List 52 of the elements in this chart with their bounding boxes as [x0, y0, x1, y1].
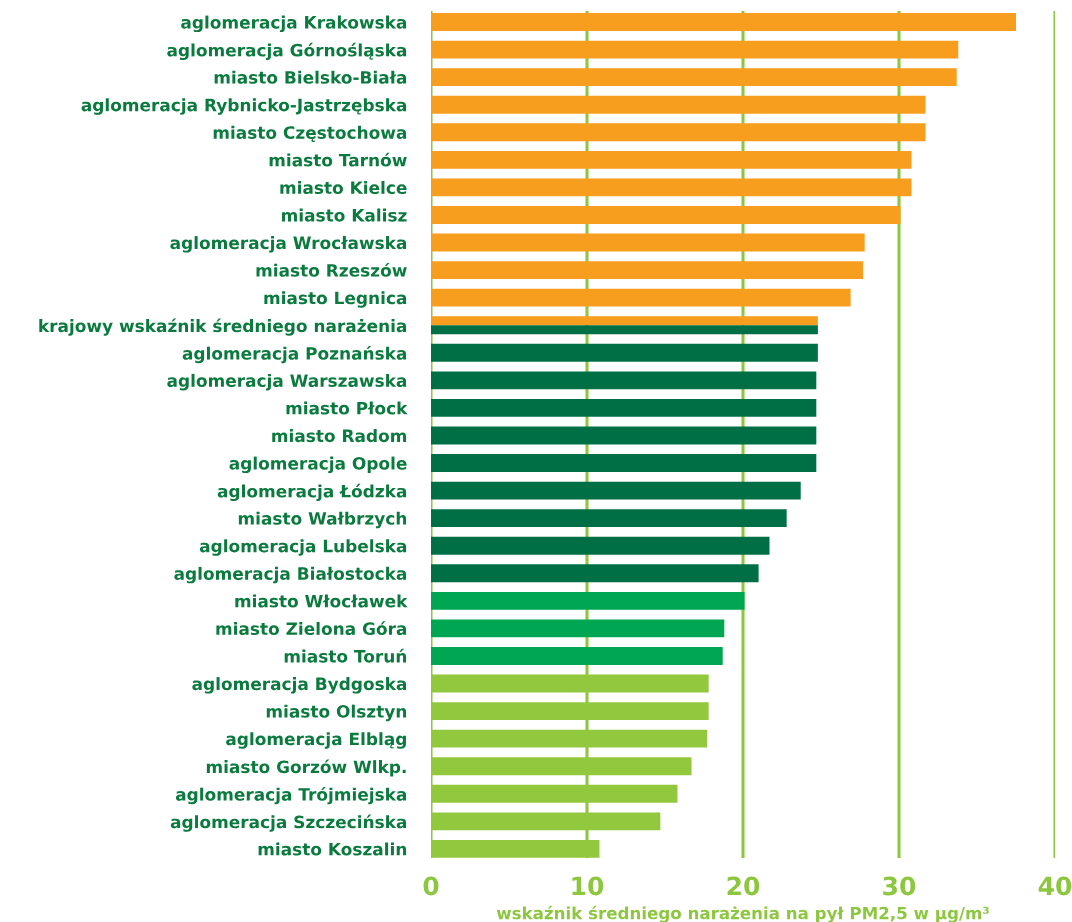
y-tick-label: krajowy wskaźnik średniego narażenia	[39, 318, 407, 336]
x-tick-label: 40	[1038, 876, 1072, 896]
y-tick-label: aglomeracja Wrocławska	[170, 236, 407, 253]
y-tick-label: aglomeracja Trójmiejska	[175, 787, 407, 805]
y-tick-label: miasto Zielona Góra	[216, 621, 407, 636]
y-tick-label: miasto Kalisz	[282, 208, 407, 222]
bar	[431, 261, 864, 280]
y-tick-label: aglomeracja Białostocka	[174, 566, 407, 584]
bar	[431, 206, 901, 224]
y-tick-label: miasto Częstochowa	[213, 125, 407, 143]
y-tick-label: miasto Olsztyn	[266, 704, 407, 722]
x-axis-title: wskaźnik średniego narażenia na pył PM2,5 w µg/m³	[496, 905, 989, 922]
bar	[431, 123, 926, 142]
bar	[431, 619, 725, 638]
x-tick-label: 0	[423, 876, 439, 896]
x-tick-label: 20	[727, 876, 760, 896]
y-tick-label: miasto Kielce	[280, 180, 407, 195]
bar	[431, 591, 745, 610]
y-tick-label: aglomeracja Opole	[229, 456, 407, 474]
bar	[431, 288, 851, 307]
bar	[431, 150, 912, 169]
bar	[431, 13, 1016, 31]
bar	[431, 68, 957, 87]
y-tick-label: aglomeracja Bydgoska	[192, 677, 407, 694]
y-tick-label: aglomeracja Rybnicko-Jastrzębska	[81, 98, 407, 115]
y-tick-label: aglomeracja Poznańska	[182, 346, 407, 364]
y-tick-label: aglomeracja Szczecińska	[170, 814, 407, 832]
y-tick-label: miasto Koszalin	[258, 842, 407, 856]
x-tick-label: 30	[883, 876, 916, 896]
y-tick-label: miasto Płock	[286, 401, 408, 415]
bar	[431, 95, 926, 114]
y-tick-label: miasto Legnica	[264, 291, 407, 308]
bar	[431, 647, 723, 665]
y-tick-label: aglomeracja Górnośląska	[167, 42, 407, 61]
y-tick-label: miasto Wałbrzych	[238, 511, 407, 529]
x-tick-label: 10	[572, 876, 604, 896]
y-tick-label: aglomeracja Krakowska	[181, 15, 407, 33]
bar	[431, 40, 959, 59]
bar	[431, 178, 912, 197]
y-tick-label: aglomeracja Elbląg	[226, 732, 406, 749]
y-tick-label: miasto Bielsko-Biała	[214, 70, 407, 84]
y-tick-label: aglomeracja Łódzka	[217, 483, 407, 502]
y-tick-label: miasto Radom	[272, 429, 407, 443]
y-tick-label: miasto Rzeszów	[256, 262, 407, 277]
y-tick-label: miasto Włocławek	[235, 594, 408, 608]
y-tick-label: miasto Tarnów	[269, 152, 407, 167]
bar	[431, 325, 818, 335]
y-tick-label: aglomeracja Lubelska	[199, 539, 407, 556]
y-tick-label: aglomeracja Warszawska	[167, 373, 407, 391]
y-tick-label: miasto Gorzów Wlkp.	[206, 759, 406, 777]
bar	[431, 233, 865, 252]
y-tick-label: miasto Toruń	[284, 648, 407, 663]
